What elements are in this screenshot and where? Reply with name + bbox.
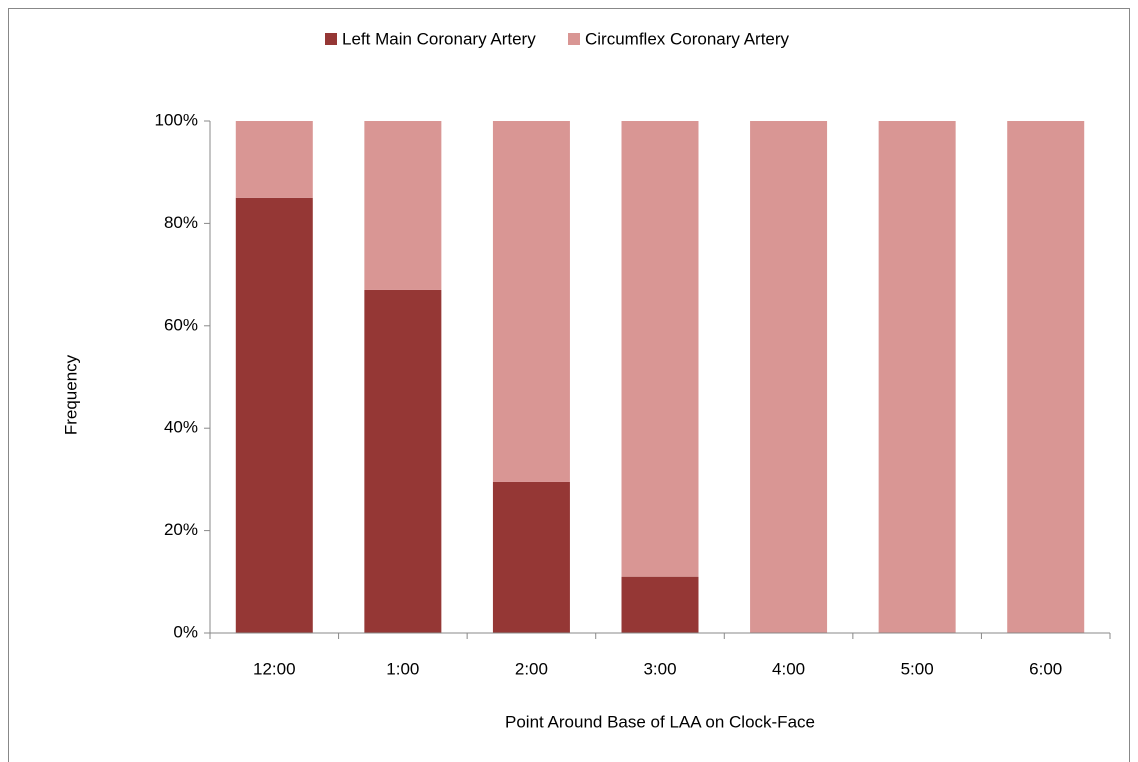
chart-border [8,8,1130,762]
x-tick-label: 1:00 [386,659,419,678]
x-tick-label: 12:00 [253,659,296,678]
x-tick-label: 3:00 [643,659,676,678]
bar-segment [621,121,699,577]
x-tick-label: 2:00 [515,659,548,678]
y-tick-label: 80% [164,213,198,232]
y-tick-label: 100% [155,110,198,129]
bar-segment [235,197,313,634]
x-tick-label: 6:00 [1029,659,1062,678]
bar-segment [364,289,442,633]
x-tick-label: 5:00 [901,659,934,678]
legend-label: Circumflex Coronary Artery [585,29,790,48]
bar-segment [750,121,828,633]
bar-segment [621,576,699,633]
legend-label: Left Main Coronary Artery [342,29,536,48]
bar-segment [364,121,442,290]
bar-segment [235,121,313,198]
y-tick-label: 0% [173,622,198,641]
bar-segment [492,481,570,633]
bar-segment [878,121,956,633]
y-tick-label: 40% [164,418,198,437]
bar-segment [492,121,570,482]
x-axis-title: Point Around Base of LAA on Clock-Face [505,712,815,731]
y-tick-label: 60% [164,315,198,334]
legend-swatch [325,33,337,45]
y-tick-label: 20% [164,520,198,539]
legend-swatch [568,33,580,45]
y-axis-title: Frequency [61,354,80,435]
x-tick-label: 4:00 [772,659,805,678]
bar-segment [1007,121,1085,633]
